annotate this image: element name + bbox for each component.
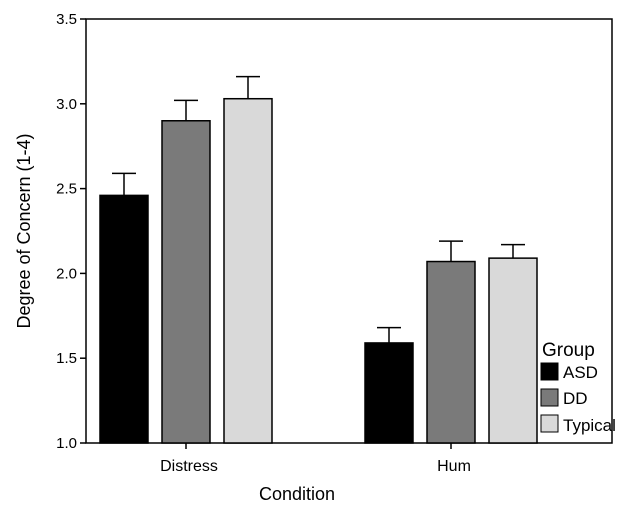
y-tick-label: 2.0 [56,265,77,282]
y-tick-label: 3.5 [56,11,77,28]
legend-item-dd: DD [540,388,588,408]
x-tick-label: Distress [160,458,218,475]
legend-item-asd: ASD [540,362,598,382]
bar-typical-hum [488,257,538,444]
plot-frame [85,18,613,444]
legend-label-typical: Typical [563,416,616,435]
legend-swatch-dd [540,388,559,407]
bar-asd-hum [364,342,414,444]
bar-dd-distress [161,120,211,444]
plot-area: 1.0 1.5 2.0 2.5 3.0 3.5 Distress Hum [56,11,613,475]
legend-item-typical: Typical [540,414,616,435]
legend-title: Group [542,340,595,361]
legend-swatch-asd [540,362,559,381]
y-tick-label: 1.5 [56,350,77,367]
bar-asd-distress [99,194,149,444]
legend-swatch-typical [540,414,559,433]
y-tick-label: 3.0 [56,96,77,113]
bar-dd-hum [426,260,476,444]
legend-label-dd: DD [563,389,588,408]
y-tick-label: 2.5 [56,181,77,198]
bar-typical-distress [223,97,273,444]
x-tick-label: Hum [437,458,471,475]
y-axis-title: Degree of Concern (1-4) [14,133,34,328]
legend-label-asd: ASD [563,363,598,382]
x-axis-title: Condition [259,484,335,504]
y-tick-label: 1.0 [56,435,77,452]
